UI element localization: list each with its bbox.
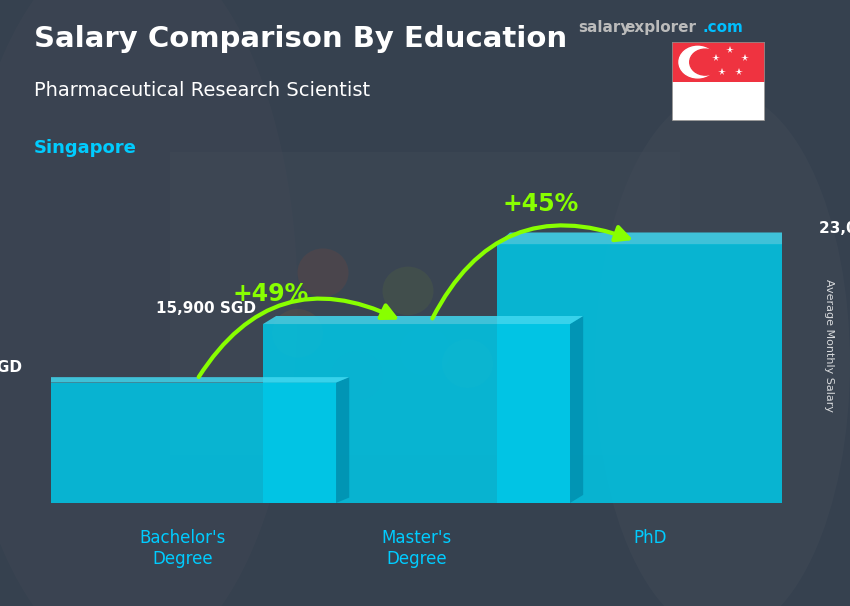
Text: PhD: PhD — [633, 528, 667, 547]
Ellipse shape — [0, 0, 298, 606]
Ellipse shape — [298, 248, 348, 297]
Ellipse shape — [382, 267, 434, 315]
Polygon shape — [263, 316, 583, 324]
Text: 10,700 SGD: 10,700 SGD — [0, 360, 22, 375]
Text: Salary Comparison By Education: Salary Comparison By Education — [34, 25, 567, 53]
Polygon shape — [497, 233, 817, 244]
Ellipse shape — [442, 339, 493, 388]
Text: 23,000 SGD: 23,000 SGD — [819, 221, 850, 236]
Text: .com: .com — [703, 21, 744, 35]
Circle shape — [689, 49, 721, 75]
Ellipse shape — [332, 351, 382, 400]
Ellipse shape — [595, 91, 850, 606]
Text: Bachelor's
Degree: Bachelor's Degree — [139, 528, 226, 568]
Polygon shape — [804, 233, 817, 503]
Text: Master's
Degree: Master's Degree — [382, 528, 451, 568]
Polygon shape — [336, 377, 349, 503]
Bar — [672, 82, 765, 121]
Bar — [29, 382, 336, 503]
Text: Pharmaceutical Research Scientist: Pharmaceutical Research Scientist — [34, 81, 370, 101]
Ellipse shape — [400, 327, 451, 376]
Text: explorer: explorer — [625, 21, 697, 35]
Bar — [672, 42, 765, 82]
Text: +49%: +49% — [232, 282, 309, 306]
Text: 15,900 SGD: 15,900 SGD — [156, 301, 256, 316]
Circle shape — [679, 47, 717, 78]
Text: Average Monthly Salary: Average Monthly Salary — [824, 279, 834, 412]
Bar — [170, 152, 680, 454]
Bar — [497, 244, 804, 503]
Polygon shape — [29, 377, 349, 382]
Bar — [263, 324, 570, 503]
Text: salary: salary — [578, 21, 631, 35]
Polygon shape — [570, 316, 583, 503]
Ellipse shape — [272, 309, 323, 358]
Text: +45%: +45% — [502, 192, 579, 216]
Text: Singapore: Singapore — [34, 139, 137, 157]
